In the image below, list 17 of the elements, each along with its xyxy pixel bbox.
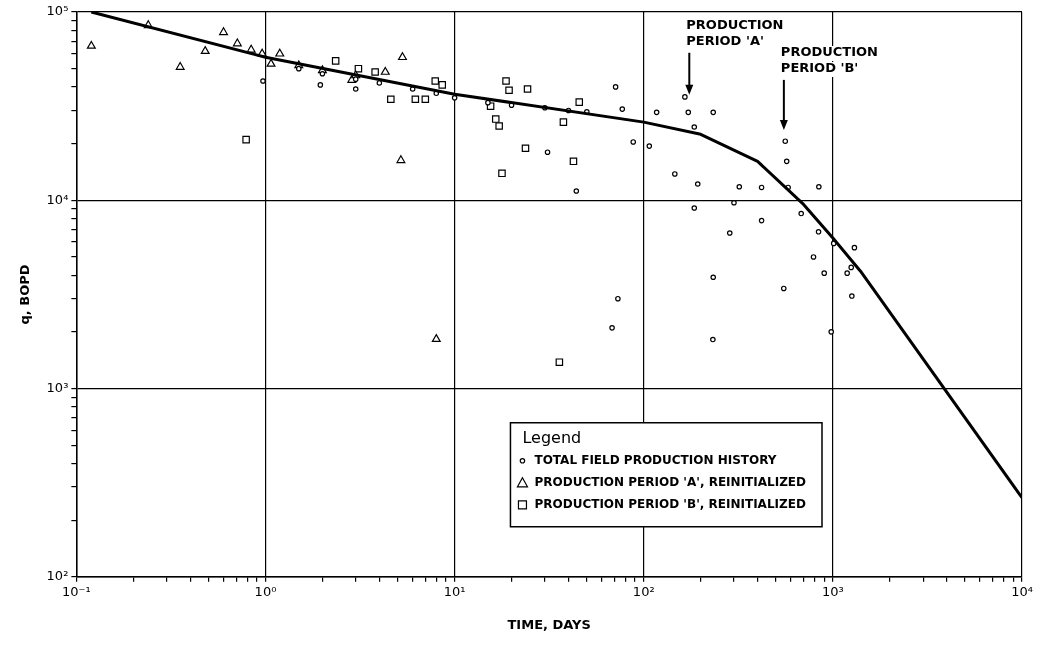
x-tick-label: 10²	[632, 583, 655, 599]
legend-title: Legend	[522, 427, 582, 447]
x-tick-label: 10⁰	[254, 583, 277, 599]
y-tick-label: 10²	[46, 568, 69, 584]
x-tick-label: 10⁴	[1011, 583, 1033, 599]
x-axis-title: TIME, DAYS	[507, 616, 591, 632]
legend-label: PRODUCTION PERIOD 'B', REINITIALIZED	[534, 496, 806, 511]
x-tick-label: 10⁻¹	[62, 583, 91, 599]
y-tick-label: 10³	[46, 379, 69, 395]
legend-label: TOTAL FIELD PRODUCTION HISTORY	[534, 452, 777, 467]
annotation: PRODUCTION PERIOD 'B'	[780, 43, 878, 75]
y-tick-label: 10⁵	[46, 3, 69, 19]
x-tick-label: 10¹	[443, 583, 466, 599]
legend-label: PRODUCTION PERIOD 'A', REINITIALIZED	[534, 474, 807, 489]
y-axis-title: q, BOPD	[17, 264, 33, 325]
x-tick-label: 10³	[821, 583, 844, 599]
y-tick-label: 10⁴	[46, 191, 69, 207]
